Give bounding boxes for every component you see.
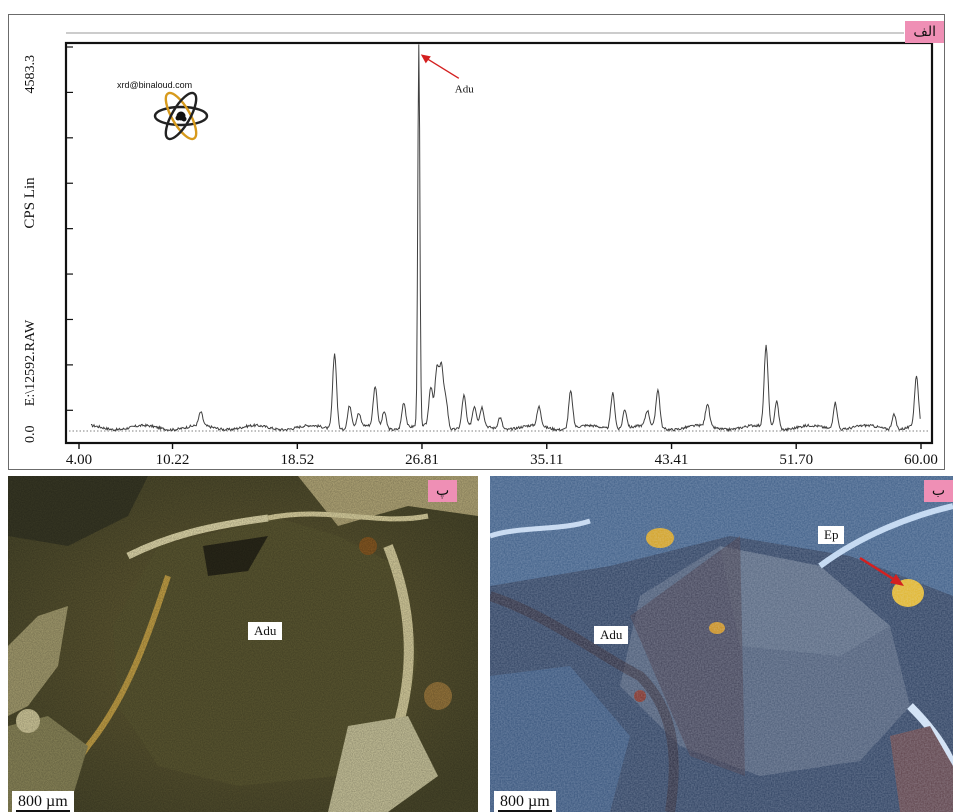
atom-logo-icon — [153, 91, 209, 141]
adu-peak-arrow — [424, 56, 460, 79]
mineral-label-adu-left: Adu — [248, 622, 283, 640]
adu-peak-label: Adu — [455, 83, 474, 95]
xrd-chart: Adu 4583.3 0.0 CPS Lin E:\12592.RAW 4.00… — [22, 32, 938, 468]
panel-tab-pe: پ — [428, 480, 458, 502]
micrograph-cross-polarized: ب Adu Ep 800 µm — [490, 476, 953, 812]
mineral-label-ep: Ep — [818, 526, 845, 544]
x-tick-label: 43.41 — [655, 452, 689, 468]
x-tick-marks — [78, 443, 922, 449]
ep-arrow — [859, 556, 899, 584]
x-tick-labels: 4.00 10.22 18.52 26.81 35.11 43.41 51.70 60.00 — [66, 452, 938, 468]
adu-peak-arrowhead — [420, 54, 431, 64]
scale-bar-left: 800 µm — [12, 791, 74, 812]
xrd-panel: Adu 4583.3 0.0 CPS Lin E:\12592.RAW 4.00… — [8, 14, 945, 470]
panel-tab-alef: الف — [905, 21, 944, 43]
scale-bar-left-line — [16, 810, 70, 812]
email-text: xrd@binaloud.com — [117, 80, 192, 90]
x-tick-label: 4.00 — [66, 452, 92, 468]
plot-frame — [64, 41, 934, 445]
file-label: E:\12592.RAW — [23, 319, 38, 406]
panel-tab-be: ب — [923, 480, 953, 502]
micrograph-left-image — [8, 476, 478, 812]
micrograph-right-image — [490, 476, 953, 812]
x-tick-label: 60.00 — [904, 452, 938, 468]
mineral-label-adu-right: Adu — [594, 626, 629, 644]
ep-arrowhead — [890, 574, 904, 586]
xrd-spectrum-line — [91, 44, 921, 433]
scale-bar-right: 800 µm — [494, 791, 556, 812]
x-tick-label: 35.11 — [530, 452, 563, 468]
y-tick-label-min: 0.0 — [23, 426, 38, 444]
y-axis-label: CPS Lin — [22, 177, 38, 229]
x-tick-label: 18.52 — [280, 452, 314, 468]
scale-bar-right-line — [498, 810, 552, 812]
x-tick-label: 26.81 — [405, 452, 439, 468]
scale-bar-right-label: 800 µm — [500, 793, 550, 810]
x-tick-label: 51.70 — [779, 452, 813, 468]
y-tick-label-max: 4583.3 — [23, 55, 38, 94]
micrograph-plane-polarized: پ Adu 800 µm — [8, 476, 478, 812]
scale-bar-left-label: 800 µm — [18, 793, 68, 810]
y-tick-marks — [66, 46, 73, 411]
x-tick-label: 10.22 — [156, 452, 190, 468]
